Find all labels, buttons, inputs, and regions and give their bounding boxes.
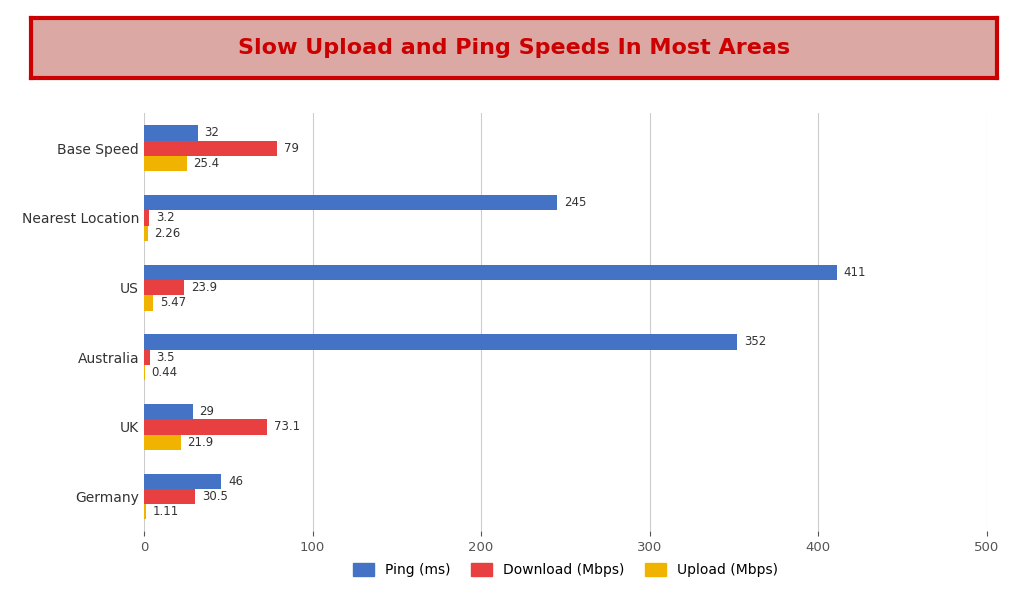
Bar: [144, 350, 150, 365]
Text: Slow Upload and Ping Speeds In Most Areas: Slow Upload and Ping Speeds In Most Area…: [237, 38, 791, 58]
Bar: [144, 195, 557, 210]
Text: 23.9: 23.9: [191, 281, 217, 294]
Bar: [144, 473, 221, 489]
Text: 32: 32: [205, 127, 220, 140]
Bar: [144, 504, 146, 519]
Legend: Ping (ms), Download (Mbps), Upload (Mbps): Ping (ms), Download (Mbps), Upload (Mbps…: [347, 558, 783, 583]
Bar: [144, 489, 195, 504]
Text: 0.44: 0.44: [151, 366, 178, 379]
Text: 3.5: 3.5: [156, 350, 175, 364]
Bar: [144, 141, 278, 156]
Text: 1.11: 1.11: [152, 505, 179, 518]
Bar: [144, 334, 737, 349]
Text: 3.2: 3.2: [156, 211, 175, 224]
Text: 5.47: 5.47: [160, 296, 186, 309]
Bar: [144, 295, 153, 310]
Bar: [144, 404, 193, 419]
Bar: [144, 125, 197, 141]
Text: 30.5: 30.5: [203, 490, 228, 503]
Bar: [144, 264, 837, 280]
Text: 73.1: 73.1: [273, 420, 300, 433]
Text: 29: 29: [199, 405, 215, 418]
Text: 21.9: 21.9: [187, 436, 214, 449]
Bar: [144, 226, 148, 241]
Text: 2.26: 2.26: [154, 227, 181, 240]
Bar: [144, 280, 184, 295]
Bar: [144, 435, 181, 450]
Bar: [144, 156, 187, 171]
Bar: [144, 419, 267, 435]
Bar: [144, 210, 149, 226]
Text: 25.4: 25.4: [193, 157, 220, 170]
Text: 245: 245: [563, 196, 586, 209]
Text: 46: 46: [228, 475, 244, 488]
Text: 352: 352: [744, 336, 766, 349]
Text: 411: 411: [844, 266, 866, 279]
Text: 79: 79: [284, 141, 299, 155]
